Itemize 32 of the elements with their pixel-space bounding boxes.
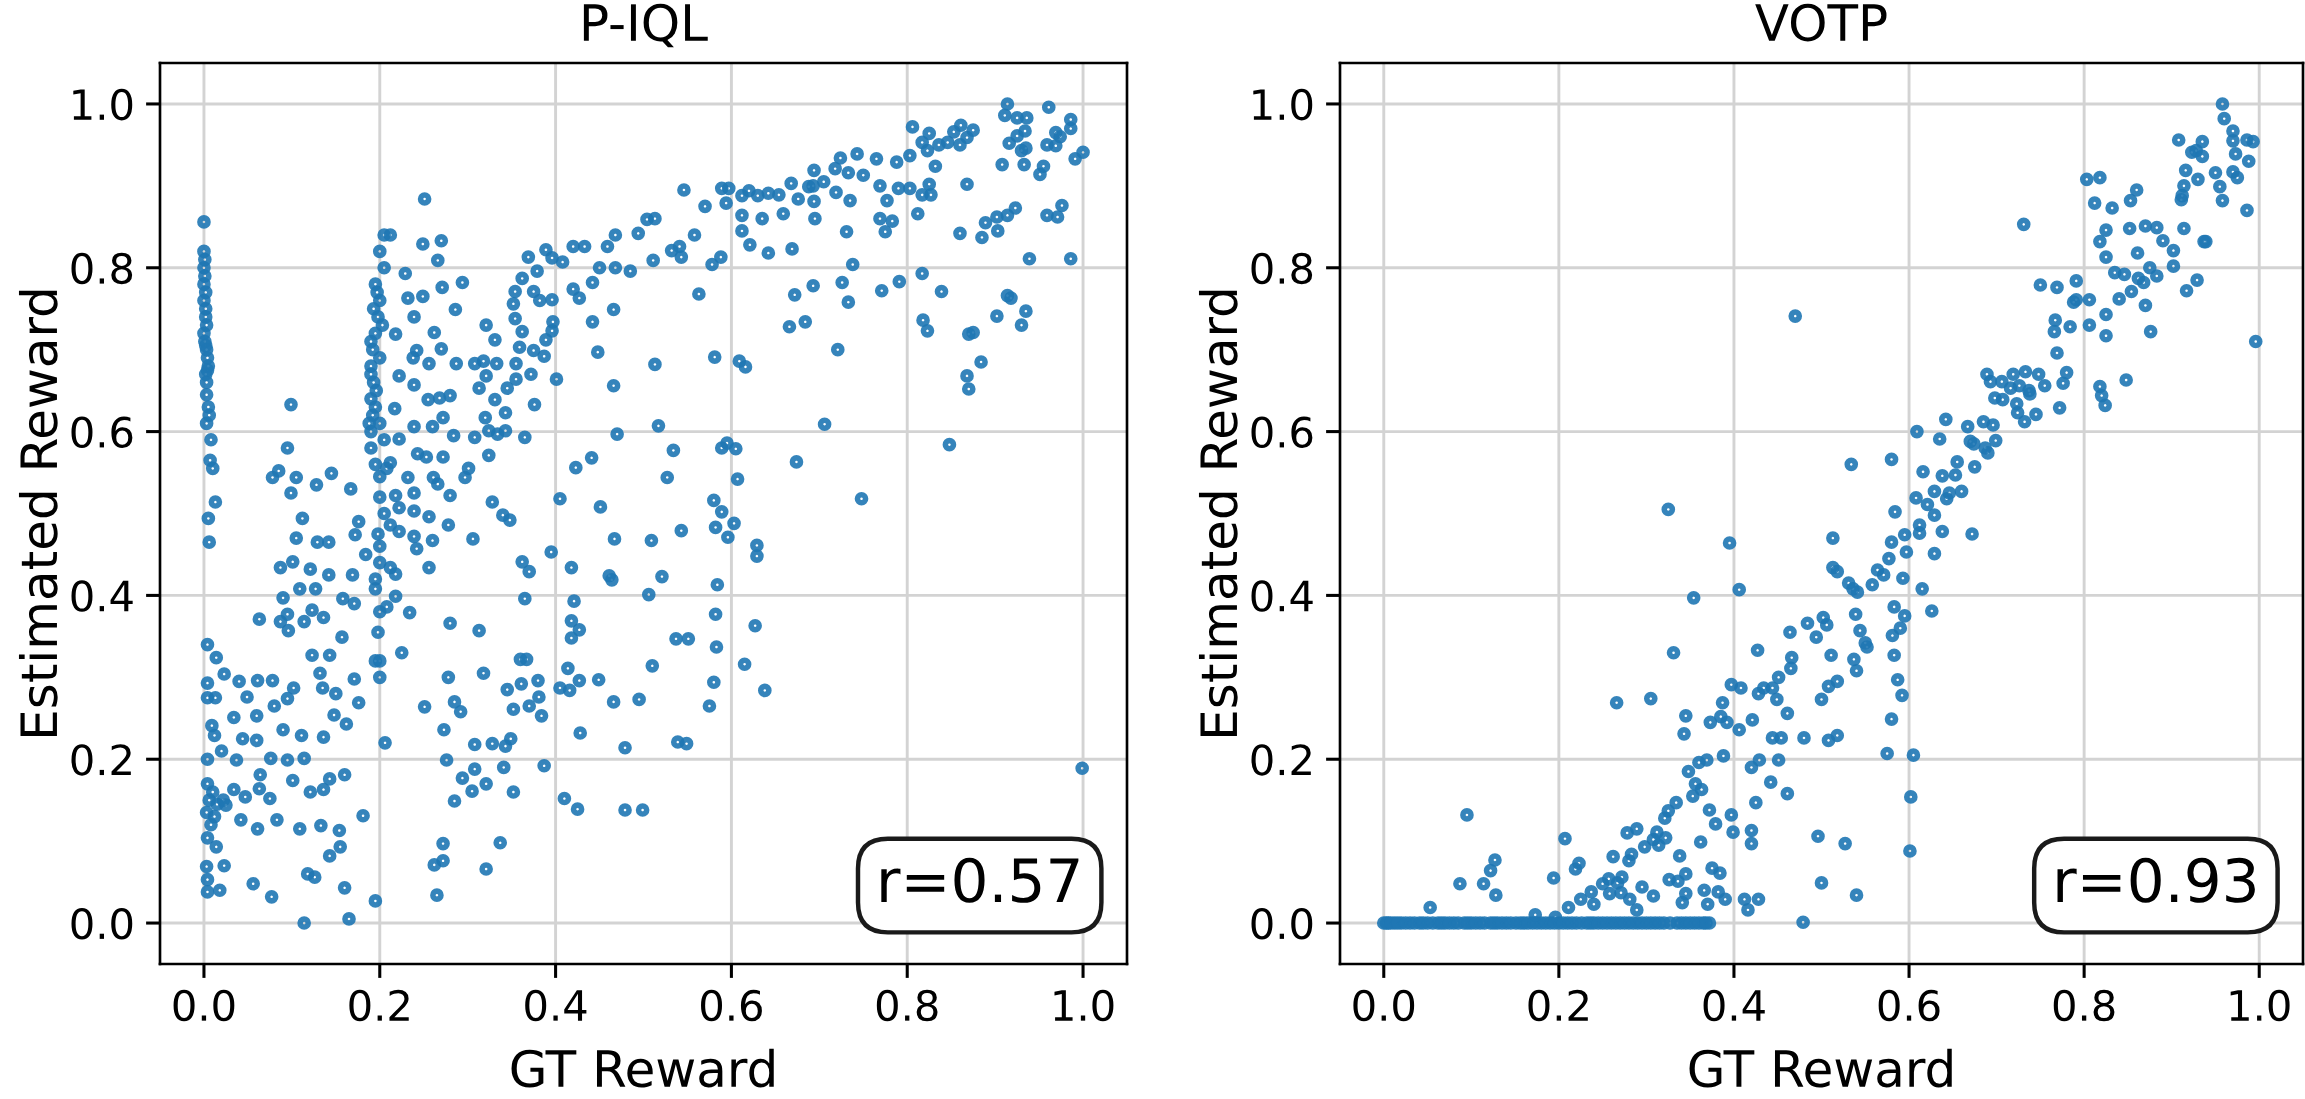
annotation: r=0.93 [2057,857,2255,903]
y-tick-label: 1.0 [1253,88,1313,121]
chart-title: VOTP [1755,3,1887,42]
x-tick-label: 0.4 [1703,989,1765,1022]
y-tick-label: 0.6 [71,416,133,449]
y-tick-label: 0.0 [71,907,133,940]
x-tick-label: 1.0 [1054,989,1114,1022]
x-tick-label: 0.4 [525,989,587,1022]
y-tick-label: 0.8 [1251,252,1313,285]
x-tick-label: 0.6 [701,989,762,1022]
x-tick-label: 1.0 [2230,989,2290,1022]
y-tick-label: 0.0 [1251,907,1313,940]
y-tick-label: 0.2 [1251,744,1311,776]
x-tick-label: 0.8 [2053,989,2115,1022]
x-tick-label: 0.6 [1878,989,1940,1022]
x-tick-label: 0.0 [1353,989,1415,1022]
y-tick-label: 0.8 [71,252,133,285]
x-tick-label: 0.8 [876,989,938,1022]
y-tick-label: 0.2 [71,744,131,776]
y-tick-label: 0.4 [71,580,133,612]
x-axis-title: GT Reward [511,1048,774,1088]
y-tick-label: 1.0 [73,88,133,121]
y-axis-title: Estimated Reward [18,290,58,736]
annotation: r=0.57 [881,857,1079,903]
chart-title: P-IQL [583,3,708,48]
x-axis-title: GT Reward [1689,1048,1952,1088]
x-tick-label: 0.2 [1528,989,1588,1022]
y-axis-title: Estimated Reward [1198,290,1238,736]
x-tick-label: 0.2 [349,989,409,1022]
y-tick-label: 0.6 [1251,416,1313,449]
y-tick-label: 0.4 [1251,580,1313,612]
x-tick-label: 0.0 [173,989,235,1022]
